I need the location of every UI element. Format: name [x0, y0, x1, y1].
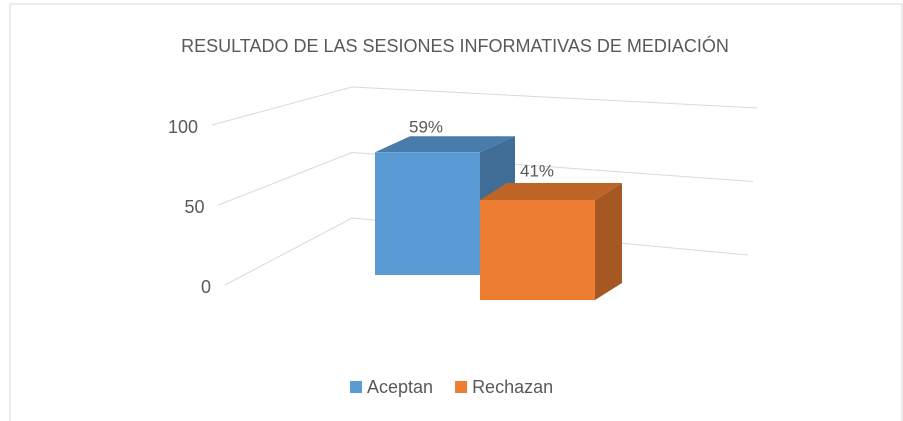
- grid-line: [211, 86, 759, 126]
- legend-label: Rechazan: [472, 377, 553, 397]
- chart-title: RESULTADO DE LAS SESIONES INFORMATIVAS D…: [181, 35, 729, 56]
- bar-top: [375, 136, 515, 153]
- bar-top: [480, 182, 622, 200]
- legend-swatch: [455, 381, 468, 393]
- bar: [480, 199, 595, 300]
- legend-label: Aceptan: [367, 377, 433, 397]
- data-label: 59%: [409, 117, 443, 136]
- data-label: 41%: [520, 161, 554, 180]
- y-tick-label: 0: [201, 277, 211, 297]
- bar-side: [595, 182, 622, 300]
- y-tick-label: 50: [184, 197, 204, 217]
- legend-swatch: [350, 381, 362, 393]
- grid-line: [218, 151, 754, 206]
- bar: [375, 152, 480, 275]
- y-tick-label: 100: [168, 117, 198, 137]
